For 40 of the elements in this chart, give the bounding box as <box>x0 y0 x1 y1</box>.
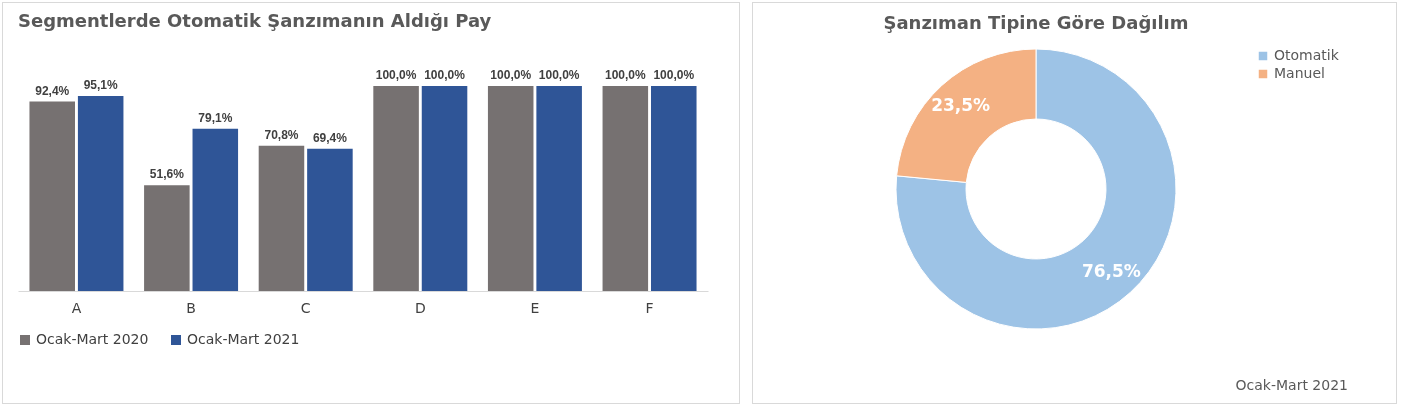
bar <box>373 86 419 291</box>
legend-label: Ocak-Mart 2020 <box>36 331 149 347</box>
data-label: 100,0% <box>375 68 417 82</box>
chart-title: Segmentlerde Otomatik Şanzımanın Aldığı Pay <box>18 10 492 31</box>
legend-label: Otomatik <box>1274 47 1340 63</box>
chart-title: Şanzıman Tipine Göre Dağılım <box>883 12 1189 33</box>
bar <box>536 86 582 291</box>
bar <box>29 101 75 291</box>
donut-slice <box>895 48 1177 330</box>
bar <box>421 86 468 291</box>
x-tick-label: A <box>71 299 82 316</box>
text: Ocak-Mart 2021 <box>1235 377 1348 393</box>
data-label: 100,0% <box>424 68 466 82</box>
data-label: 92,4% <box>35 83 70 98</box>
x-tick-label: D <box>414 299 426 316</box>
data-label: 95,1% <box>83 78 119 93</box>
data-label: 100,0% <box>604 68 646 82</box>
x-tick-label: C <box>300 299 311 316</box>
bar <box>258 145 305 291</box>
bar <box>144 185 190 291</box>
bar <box>192 128 239 291</box>
bar <box>602 86 649 291</box>
bar <box>651 86 697 291</box>
data-label: 70,8% <box>264 127 299 142</box>
data-label: 76,5% <box>1081 260 1141 281</box>
x-tick-label: F <box>645 299 654 316</box>
data-label: 69,4% <box>312 130 348 145</box>
bar <box>77 96 124 291</box>
data-label: 79,1% <box>198 110 233 125</box>
data-label: 23,5% <box>931 95 991 116</box>
data-label: 51,6% <box>149 167 185 182</box>
data-label: 100,0% <box>538 68 580 82</box>
data-label: 100,0% <box>490 68 532 82</box>
data-label: 100,0% <box>653 68 695 82</box>
bar <box>307 148 353 291</box>
x-tick-label: E <box>530 299 540 316</box>
x-tick-label: B <box>186 299 196 316</box>
bar <box>487 86 534 291</box>
legend-label: Ocak-Mart 2021 <box>187 331 300 347</box>
legend-label: Manuel <box>1274 65 1325 81</box>
